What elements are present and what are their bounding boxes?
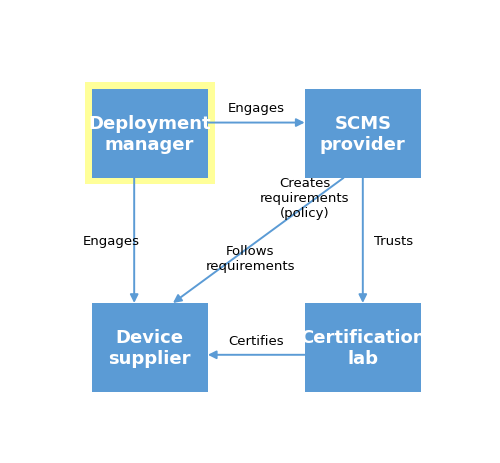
Text: Trusts: Trusts	[374, 234, 414, 247]
FancyBboxPatch shape	[304, 89, 421, 179]
Text: Engages: Engages	[228, 101, 285, 114]
Text: Certification
lab: Certification lab	[300, 329, 426, 367]
Text: Engages: Engages	[82, 234, 140, 247]
FancyBboxPatch shape	[304, 303, 421, 393]
FancyBboxPatch shape	[84, 83, 215, 185]
Text: Certifies: Certifies	[228, 334, 284, 347]
FancyBboxPatch shape	[92, 89, 208, 179]
Text: Deployment
manager: Deployment manager	[88, 115, 211, 153]
Text: Device
supplier: Device supplier	[108, 329, 191, 367]
Text: Follows
requirements: Follows requirements	[206, 245, 295, 273]
Text: Creates
requirements
(policy): Creates requirements (policy)	[260, 177, 350, 219]
Text: SCMS
provider: SCMS provider	[320, 115, 406, 153]
FancyBboxPatch shape	[92, 303, 208, 393]
